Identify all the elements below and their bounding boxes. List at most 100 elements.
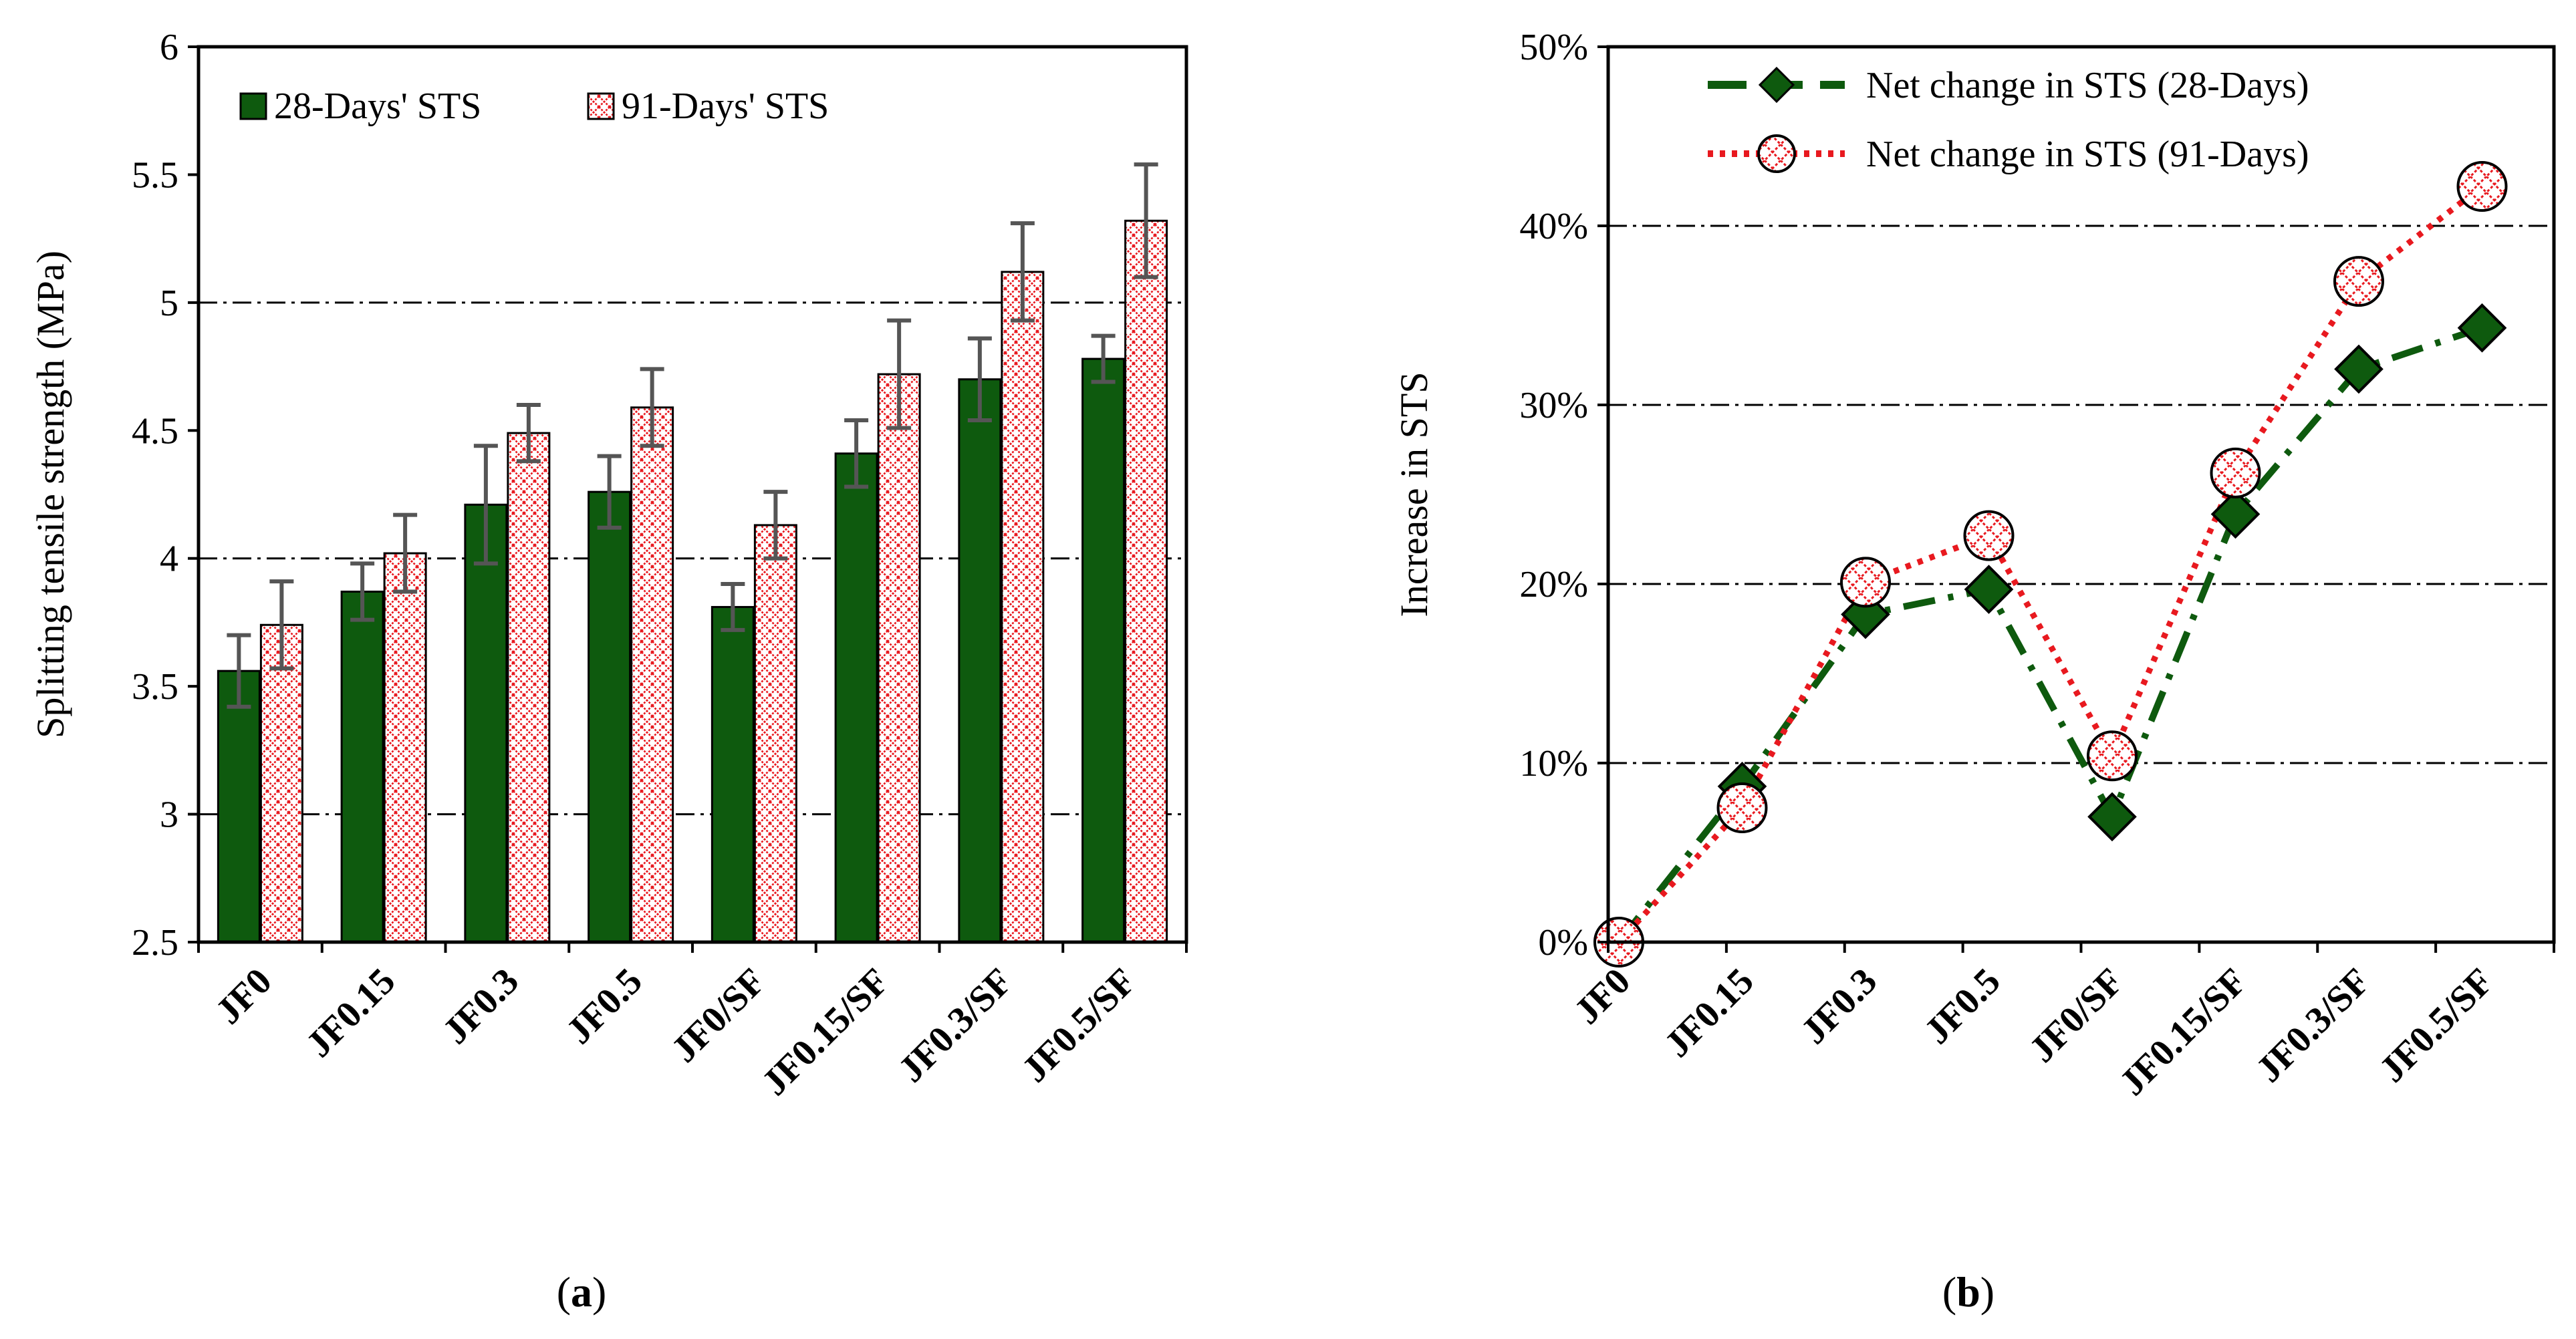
legend-swatch-28-days — [239, 92, 267, 120]
panel-b-caption-letter: b — [1956, 1268, 1980, 1316]
panel-b-gridlines — [1608, 225, 2554, 764]
x-category-label: JF0.15/SF — [754, 960, 897, 1103]
series-line-91-days — [1616, 184, 2484, 945]
marker-91-days — [2210, 447, 2261, 498]
error-bar — [763, 490, 788, 561]
x-category-label: JF0.3 — [1793, 960, 1885, 1052]
panel-b-series-lines — [1616, 184, 2484, 945]
panel-a-caption: (a) — [557, 1268, 607, 1316]
y-tick-label: 3 — [160, 794, 178, 836]
bar-28-days — [588, 490, 632, 943]
panel-a-x-ticks: JF0 JF0.15 JF0.3 JF0.5 JF0/SFJF0.15/SFJF0.3/… — [197, 942, 1188, 1104]
error-bar — [967, 336, 992, 422]
panel-a-error-bars — [227, 162, 1158, 709]
marker-28-days — [2087, 792, 2137, 842]
bar-28-days — [217, 670, 261, 943]
bar-91-days — [1001, 271, 1045, 943]
x-category-label: JF0/SF — [664, 960, 774, 1070]
y-tick-label: 40% — [1519, 206, 1588, 247]
bar-91-days — [877, 373, 921, 943]
panel-b-legend: Net change in STS (28-Days) Net change i… — [1708, 65, 2309, 175]
x-category-label: JF0.3 — [435, 960, 527, 1052]
marker-91-days — [1963, 510, 2015, 561]
panel-b-y-axis-title: Increase in STS — [1392, 371, 1436, 617]
marker-91-days — [1716, 782, 1768, 833]
bar-28-days — [464, 503, 508, 943]
bar-28-days — [711, 605, 755, 943]
legend-marker-circle — [1757, 134, 1796, 173]
x-category-label: JF0.5/SF — [2371, 960, 2502, 1090]
series-line-28-days — [1616, 325, 2484, 945]
legend-label-91-days-change: Net change in STS (91-Days) — [1866, 134, 2309, 175]
x-category-label: JF0.5 — [1916, 960, 2008, 1052]
error-bar — [721, 582, 745, 632]
error-bar — [1091, 333, 1116, 384]
x-category-label: JF0 — [1567, 960, 1639, 1032]
bar-91-days — [630, 406, 674, 943]
marker-91-days — [2087, 730, 2138, 782]
bar-91-days — [383, 552, 427, 943]
x-category-label: JF0.15 — [298, 960, 403, 1065]
marker-28-days — [2457, 303, 2507, 353]
bar-28-days — [834, 452, 878, 943]
panel-a-bars — [217, 219, 1168, 943]
x-category-label: JF0.3/SF — [2248, 960, 2379, 1090]
y-tick-label: 2.5 — [132, 922, 178, 963]
error-bar — [1134, 162, 1158, 279]
bar-28-days — [340, 590, 384, 943]
error-bar — [887, 318, 912, 430]
y-tick-label: 3.5 — [132, 666, 178, 708]
x-category-label: JF0.15 — [1657, 960, 1762, 1065]
bar-91-days — [507, 432, 551, 943]
panel-b-line-chart: 0%10%20%30%40%50% JF0 JF0.15 JF0.3 JF0.5 JF0… — [1392, 27, 2556, 1316]
legend-marker-diamond — [1758, 66, 1795, 104]
marker-91-days — [1840, 557, 1891, 608]
error-bar — [473, 444, 498, 566]
marker-28-days — [2210, 489, 2261, 539]
panel-a-y-ticks: 2.5 3 3.5 4 4.5 5 5.5 6 — [132, 27, 199, 963]
error-bar — [350, 561, 375, 622]
error-bar — [516, 403, 541, 464]
bar-91-days — [753, 524, 797, 943]
legend-swatch-91-days — [587, 92, 615, 120]
y-tick-label: 20% — [1519, 564, 1588, 605]
x-category-label: JF0.15/SF — [2111, 960, 2255, 1103]
y-tick-label: 30% — [1519, 385, 1588, 426]
marker-28-days — [1964, 565, 2014, 614]
y-tick-label: 50% — [1519, 27, 1588, 68]
bar-91-days — [259, 623, 303, 943]
marker-28-days — [2334, 344, 2384, 394]
marker-91-days — [2333, 256, 2384, 307]
error-bar — [640, 367, 664, 448]
panel-a-y-axis-title: Splitting tensile strength (MPa) — [29, 251, 72, 738]
panel-a-caption-letter: a — [571, 1268, 592, 1316]
panel-b-y-ticks: 0% 10% 20% 30% 40% 50% — [1519, 27, 1608, 963]
error-bar — [227, 633, 251, 709]
x-category-label: JF0.3/SF — [891, 960, 1021, 1090]
y-tick-label: 6 — [160, 27, 178, 68]
panel-b-caption: (b) — [1942, 1268, 1994, 1316]
error-bar — [393, 512, 418, 594]
marker-91-days — [2456, 161, 2508, 212]
error-bar — [269, 579, 294, 671]
panel-a-bar-chart: 2.5 3 3.5 4 4.5 5 5.5 6 JF0 JF0.15 JF0.3 JF0.5 JF0/… — [29, 27, 1188, 1316]
x-category-label: JF0.5/SF — [1014, 960, 1144, 1090]
legend-label-28-days: 28-Days' STS — [274, 86, 481, 127]
panel-a-legend: 28-Days' STS 91-Days' STS — [239, 86, 829, 127]
y-tick-label: 4 — [160, 539, 178, 580]
x-category-label: JF0 — [208, 960, 280, 1032]
x-category-label: JF0.5 — [558, 960, 650, 1052]
y-tick-label: 0% — [1538, 922, 1588, 963]
legend-label-91-days: 91-Days' STS — [622, 86, 829, 127]
y-tick-label: 4.5 — [132, 410, 178, 452]
bar-28-days — [1081, 357, 1126, 943]
y-tick-label: 5.5 — [132, 154, 178, 196]
error-bar — [1010, 221, 1035, 323]
y-tick-label: 10% — [1519, 743, 1588, 784]
bar-91-days — [1124, 219, 1168, 943]
y-tick-label: 5 — [160, 283, 178, 324]
x-category-label: JF0/SF — [2021, 960, 2132, 1070]
legend-label-28-days-change: Net change in STS (28-Days) — [1866, 65, 2309, 106]
panel-b-x-ticks: JF0 JF0.15 JF0.3 JF0.5 JF0/SFJF0.15/SFJF0.3/… — [1567, 942, 2555, 1104]
